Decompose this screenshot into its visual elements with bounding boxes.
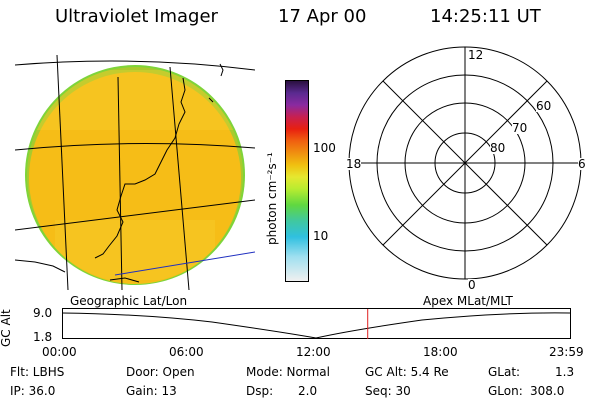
mlt-meridian-diagonal-b [382,80,548,246]
glon-label: GLon: [488,384,523,398]
mlat-label-70: 70 [512,121,528,135]
mlt-label-6: 6 [578,157,586,171]
mlt-label-0: 0 [468,278,476,292]
seq-info: Seq: 30 [365,384,411,398]
glon-value: 308.0 [530,384,565,398]
mlt-label-18: 18 [346,157,362,171]
dsp-value: 2.0 [298,384,318,398]
observation-time: 14:25:11 UT [430,6,541,27]
geographic-label: Geographic Lat/Lon [70,294,188,308]
gain-info: Gain: 13 [126,384,177,398]
door-info: Door: Open [126,365,195,379]
colorbar-unit-label: photon cm⁻²s⁻¹ [265,152,279,245]
emission-texture [27,67,243,283]
time-tick-1200: 12:00 [296,345,331,359]
orbit-plot-frame [62,308,571,339]
mlat-label-80: 80 [490,141,506,155]
mlt-label-12: 12 [468,48,484,62]
polar-grid-panel [348,46,582,280]
alt-tick-1-8: 1.8 [33,330,53,344]
time-tick-0000: 00:00 [42,345,77,359]
instrument-title: Ultraviolet Imager [55,6,218,27]
lat-lon-grid [15,54,255,290]
coastline [15,63,224,283]
dsp-label: Dsp: [246,384,274,398]
glat-label: GLat: [488,365,521,379]
terminator-line [114,251,255,276]
time-tick-1800: 18:00 [423,345,458,359]
apex-label: Apex MLat/MLT [423,294,513,308]
gc-alt-axis-label: GC Alt [0,309,13,347]
mode-info: Mode: Normal [246,365,330,379]
ip-info: IP: 36.0 [10,384,56,398]
colorbar-scale [285,80,309,282]
time-tick-2359: 23:59 [549,345,584,359]
time-tick-0600: 06:00 [169,345,204,359]
orbit-altitude-plot [62,308,571,339]
observation-date: 17 Apr 00 [278,6,367,27]
filter-info: Flt: LBHS [10,365,65,379]
colorbar-tick-10: 10 [313,229,329,243]
earth-disk [29,72,241,284]
mlat-label-60: 60 [536,99,552,113]
alt-tick-9: 9.0 [33,306,53,320]
colorbar-tick-100: 100 [313,141,336,155]
uv-image-panel [15,54,255,290]
glat-value: 1.3 [555,365,575,379]
altitude-curve [62,312,571,339]
gc-alt-info: GC Alt: 5.4 Re [365,365,449,379]
